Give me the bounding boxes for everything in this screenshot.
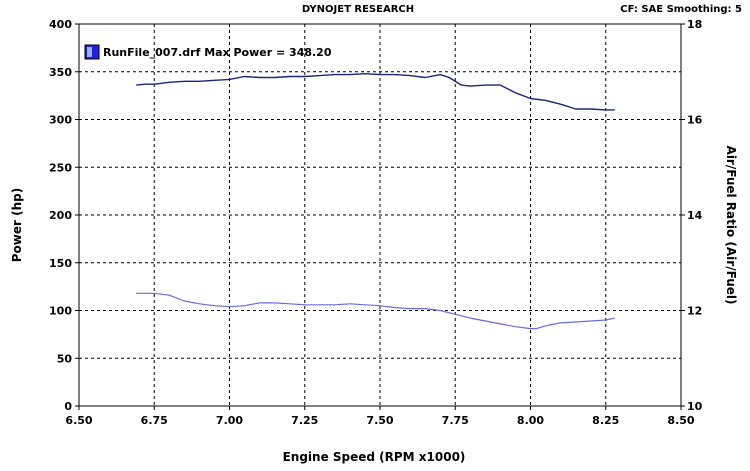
y-left-tick-label: 350 [49,66,72,79]
y-left-tick-label: 100 [49,305,72,318]
y-left-tick-label: 50 [57,352,73,365]
legend: RunFile_007.drf Max Power = 348.20 [84,44,332,60]
x-axis-label: Engine Speed (RPM x1000) [283,450,466,464]
grid [79,24,681,406]
x-tick-label: 7.75 [442,414,469,427]
y-left-tick-label: 300 [49,114,72,127]
y-left-tick-label: 400 [49,18,72,31]
y-left-tick-label: 0 [64,400,72,413]
x-tick-label: 7.50 [366,414,393,427]
y-left-tick-label: 150 [49,257,72,270]
x-tick-label: 8.25 [592,414,619,427]
chart-header-title: DYNOJET RESEARCH [302,4,414,15]
y-right-tick-label: 12 [687,305,702,318]
y-left-tick-label: 250 [49,161,72,174]
x-tick-label: 7.25 [291,414,318,427]
air-fuel-series-line [136,292,615,330]
x-tick-label: 7.00 [216,414,243,427]
y-right-tick-label: 18 [687,18,702,31]
legend-label: RunFile_007.drf Max Power = 348.20 [103,46,332,59]
chart-header-settings: CF: SAE Smoothing: 5 [620,4,742,15]
power-series-line [136,72,615,111]
y-axis-left-label: Power (hp) [10,188,24,262]
axis-ticks: 6.50 6.75 7.00 7.25 7.50 7.75 8.00 8.25 8.50 0 50 1… [49,18,703,427]
y-right-tick-label: 14 [687,209,703,222]
y-right-tick-label: 10 [687,400,703,413]
x-tick-label: 6.75 [141,414,168,427]
x-tick-label: 8.50 [667,414,694,427]
legend-swatch-highlight [87,47,92,57]
series-lines [136,72,615,330]
x-tick-label: 6.50 [65,414,92,427]
y-left-tick-label: 200 [49,209,72,222]
y-right-tick-label: 16 [687,114,703,127]
x-tick-label: 8.00 [517,414,544,427]
y-axis-right-label: Air/Fuel Ratio (Air/Fuel) [724,146,738,305]
